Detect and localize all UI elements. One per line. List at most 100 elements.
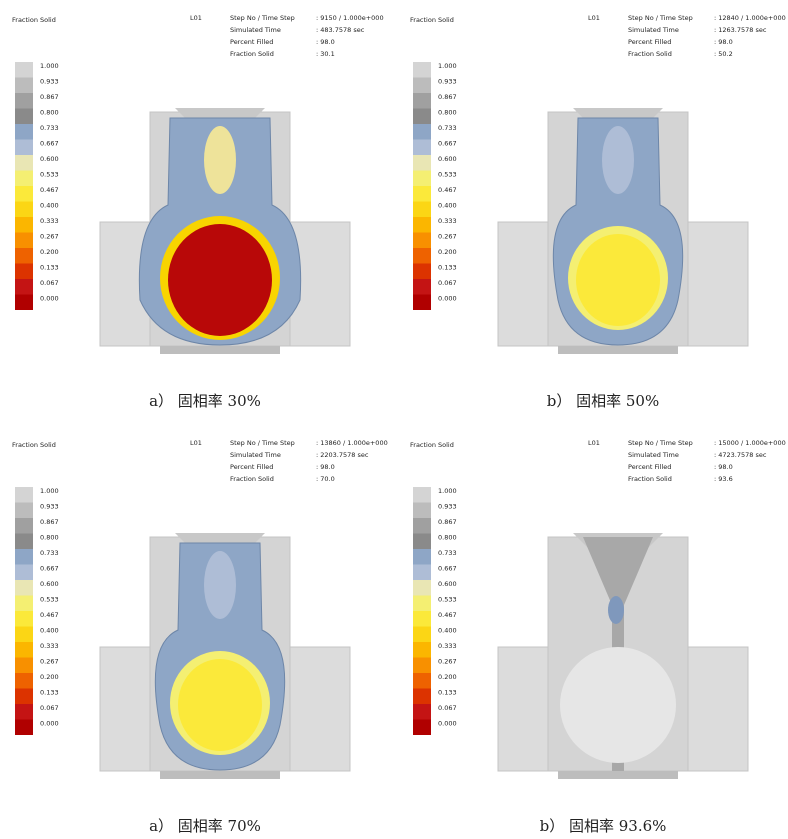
info-value: : 98.0 [714, 38, 733, 46]
legend-label: 0.867 [438, 518, 457, 526]
legend-label: 0.667 [438, 565, 457, 573]
legend-label: 0.333 [40, 642, 59, 650]
info-label: Fraction Solid [230, 475, 274, 483]
legend-swatch [413, 518, 431, 534]
legend-label: 0.867 [438, 93, 457, 101]
legend-label: 0.667 [40, 565, 59, 573]
legend-swatch [15, 155, 33, 171]
panel: Fraction Solid 1.000 0.933 0.867 0.800 0.733 0… [410, 439, 786, 835]
legend-swatch [15, 518, 33, 534]
legend-swatch [15, 201, 33, 217]
legend-label: 0.000 [438, 295, 457, 303]
legend-swatch [413, 139, 431, 155]
legend-swatch [413, 626, 431, 642]
legend-label: 0.000 [40, 295, 59, 303]
legend-label: 0.800 [438, 534, 457, 542]
legend-swatch [15, 502, 33, 518]
info-label: Percent Filled [628, 38, 671, 46]
info-value: : 12840 / 1.000e+000 [714, 14, 786, 22]
info-label: Step No / Time Step [230, 439, 295, 447]
legend-label: 0.600 [40, 580, 59, 588]
legend-swatch [15, 595, 33, 611]
info-value: : 30.1 [316, 50, 335, 58]
legend-label: 1.000 [40, 62, 59, 70]
legend-label: 0.400 [40, 202, 59, 210]
legend-label: 0.733 [438, 549, 457, 557]
legend-label: 0.267 [40, 658, 59, 666]
run-id: L01 [190, 439, 202, 447]
legend-swatch [15, 108, 33, 124]
legend-label: 0.467 [40, 611, 59, 619]
legend-swatch [15, 626, 33, 642]
info-label: Step No / Time Step [628, 439, 693, 447]
legend-swatch [15, 77, 33, 93]
legend-label: 0.067 [40, 279, 59, 287]
info-value: : 9150 / 1.000e+000 [316, 14, 384, 22]
legend-label: 0.933 [438, 78, 457, 86]
legend-swatch [15, 263, 33, 279]
legend-swatch [413, 688, 431, 704]
legend-swatch [413, 279, 431, 295]
legend-label: 0.600 [438, 155, 457, 163]
legend-swatch [413, 93, 431, 109]
residual [608, 596, 624, 624]
legend-swatch [15, 704, 33, 720]
legend-label: 0.800 [40, 534, 59, 542]
legend-swatch [413, 704, 431, 720]
legend-label: 0.533 [40, 171, 59, 179]
legend-label: 1.000 [40, 487, 59, 495]
legend-title: Fraction Solid [410, 16, 454, 24]
info-value: : 483.7578 sec [316, 26, 365, 34]
legend-label: 0.267 [438, 233, 457, 241]
caption: b） 固相率 93.6% [540, 817, 667, 835]
base [558, 771, 678, 779]
info-value: : 1263.7578 sec [714, 26, 767, 34]
legend-swatch [413, 642, 431, 658]
legend-label: 0.400 [40, 627, 59, 635]
legend-swatch [15, 62, 33, 78]
legend-label: 0.533 [438, 596, 457, 604]
hot-spot [576, 234, 660, 326]
legend-swatch [413, 595, 431, 611]
legend-label: 0.467 [438, 186, 457, 194]
info-value: : 70.0 [316, 475, 335, 483]
legend-swatch [413, 294, 431, 310]
legend-label: 0.800 [40, 109, 59, 117]
legend-swatch [15, 487, 33, 503]
legend-label: 1.000 [438, 487, 457, 495]
legend-swatch [413, 564, 431, 580]
info-label: Percent Filled [230, 463, 273, 471]
legend-swatch [15, 549, 33, 565]
legend-label: 1.000 [438, 62, 457, 70]
legend-swatch [15, 580, 33, 596]
legend-label: 0.333 [438, 642, 457, 650]
legend-swatch [15, 673, 33, 689]
legend-label: 0.200 [40, 673, 59, 681]
legend-swatch [413, 77, 431, 93]
hot-spot [168, 224, 272, 336]
legend-label: 0.667 [438, 140, 457, 148]
legend-label: 0.333 [438, 217, 457, 225]
legend-swatch [15, 217, 33, 233]
info-label: Percent Filled [628, 463, 671, 471]
legend-label: 0.067 [438, 279, 457, 287]
legend-label: 0.600 [40, 155, 59, 163]
run-id: L01 [190, 14, 202, 22]
legend-swatch [413, 170, 431, 186]
legend-label: 0.133 [438, 264, 457, 272]
legend-swatch [15, 642, 33, 658]
legend-swatch [413, 549, 431, 565]
legend-swatch [413, 232, 431, 248]
upper-core [204, 551, 236, 619]
run-id: L01 [588, 439, 600, 447]
legend-label: 0.733 [40, 549, 59, 557]
legend-label: 0.933 [438, 503, 457, 511]
caption: a） 固相率 70% [149, 817, 261, 835]
info-value: : 4723.7578 sec [714, 451, 767, 459]
upper-core [204, 126, 236, 194]
info-label: Percent Filled [230, 38, 273, 46]
legend-label: 0.467 [438, 611, 457, 619]
info-label: Simulated Time [628, 26, 679, 34]
legend-swatch [15, 170, 33, 186]
legend-swatch [15, 124, 33, 140]
